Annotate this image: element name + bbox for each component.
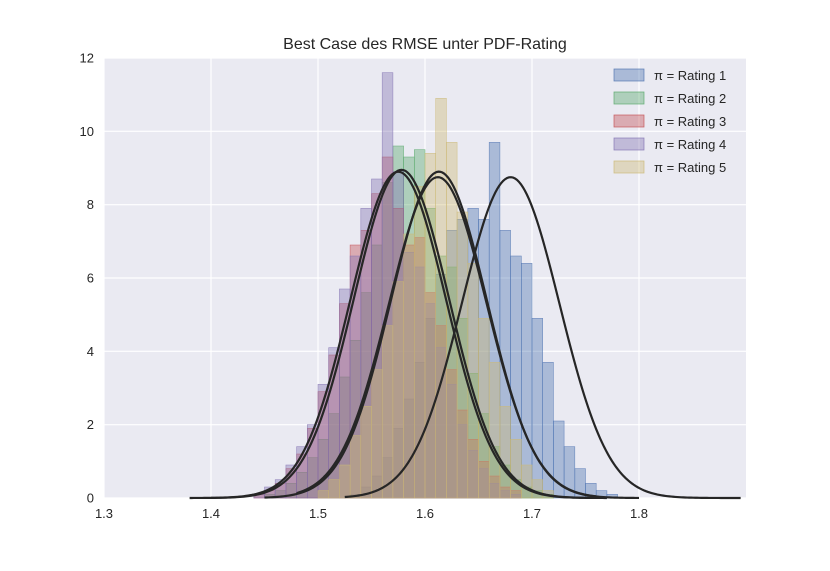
- histogram-bar: [381, 325, 394, 499]
- histogram-bar: [349, 435, 362, 499]
- histogram-bar: [403, 233, 415, 499]
- histogram-bar: [510, 439, 522, 499]
- x-tick-label: 1.7: [523, 506, 541, 521]
- x-tick-label: 1.5: [309, 506, 327, 521]
- legend-item: π = Rating 3: [613, 114, 726, 129]
- x-axis-ticks: 1.3 1.4 1.5 1.6 1.7 1.8: [95, 506, 648, 521]
- series-bars-1: [349, 142, 618, 499]
- legend-label: π = Rating 5: [654, 160, 726, 175]
- legend-item: π = Rating 5: [613, 160, 726, 175]
- histogram-bar: [339, 464, 351, 499]
- histogram-bar: [520, 263, 533, 499]
- histogram-bar: [360, 406, 372, 499]
- histogram-bar: [531, 479, 543, 499]
- histogram-bar: [371, 369, 383, 499]
- y-tick-label: 2: [87, 417, 94, 432]
- legend-swatch: [613, 137, 645, 151]
- legend-label: π = Rating 4: [654, 137, 726, 152]
- fit-curve-5: [296, 176, 597, 498]
- histogram-bar: [424, 153, 436, 499]
- x-tick-label: 1.6: [416, 506, 434, 521]
- histogram-bar: [317, 490, 329, 499]
- chart-title: Best Case des RMSE unter PDF-Rating: [283, 36, 567, 53]
- histogram-bar: [328, 347, 340, 499]
- y-tick-label: 12: [80, 51, 94, 66]
- series-bars-4: [253, 72, 522, 499]
- x-tick-label: 1.3: [95, 506, 113, 521]
- y-axis-ticks: 0 2 4 6 8 10 12: [80, 51, 94, 506]
- legend-swatch: [613, 68, 645, 82]
- legend-label: π = Rating 2: [654, 91, 726, 106]
- legend-label: π = Rating 3: [654, 114, 726, 129]
- legend-swatch: [613, 160, 645, 174]
- legend-item: π = Rating 4: [613, 137, 726, 152]
- x-tick-label: 1.8: [630, 506, 648, 521]
- legend-swatch: [613, 114, 645, 128]
- y-tick-label: 8: [87, 197, 94, 212]
- y-tick-label: 10: [80, 124, 94, 139]
- histogram-bar: [478, 318, 490, 499]
- y-tick-label: 0: [87, 491, 94, 506]
- histogram-bar: [531, 318, 543, 499]
- y-tick-label: 4: [87, 344, 94, 359]
- y-tick-label: 6: [87, 271, 94, 286]
- histogram-bar: [499, 406, 511, 499]
- histogram-bar: [488, 362, 501, 499]
- legend: π = Rating 1 π = Rating 2 π = Rating 3 π = …: [613, 68, 726, 175]
- x-tick-label: 1.4: [202, 506, 220, 521]
- histogram-bar: [328, 479, 340, 499]
- fit-curves: [189, 168, 741, 500]
- legend-label: π = Rating 1: [654, 68, 726, 83]
- legend-item: π = Rating 1: [613, 68, 726, 83]
- fit-curve-1: [344, 176, 741, 500]
- histogram-bars: [253, 72, 618, 499]
- legend-swatch: [613, 91, 645, 105]
- legend-item: π = Rating 2: [613, 91, 726, 106]
- histogram-bar: [392, 281, 404, 499]
- fit-curve-4: [189, 170, 607, 500]
- histogram-bar: [520, 464, 533, 499]
